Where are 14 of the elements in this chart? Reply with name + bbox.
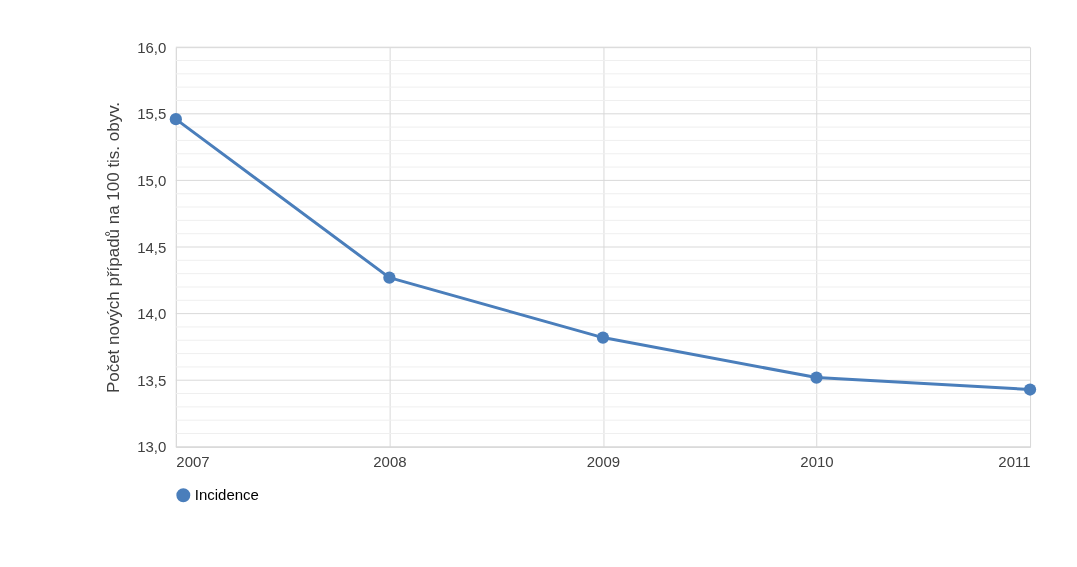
x-tick-label: 2010 <box>800 453 834 471</box>
y-tick-label: 14,5 <box>137 238 167 256</box>
y-tick-label: 14,0 <box>137 305 167 323</box>
y-axis-title: Počet nových případů na 100 tis. obyv. <box>104 101 124 394</box>
y-tick-label: 16,0 <box>137 38 167 56</box>
x-tick-label: 2011 <box>998 453 1031 471</box>
y-tick-label: 15,0 <box>137 171 167 189</box>
x-tick-label: 2007 <box>176 453 210 471</box>
y-tick-label: 13,5 <box>137 371 167 389</box>
y-tick-label: 13,0 <box>137 438 167 456</box>
x-tick-label: 2008 <box>373 453 407 471</box>
legend-label: Incidence <box>194 486 259 504</box>
x-tick-label: 2009 <box>586 453 621 471</box>
y-tick-label: 15,5 <box>137 105 167 123</box>
